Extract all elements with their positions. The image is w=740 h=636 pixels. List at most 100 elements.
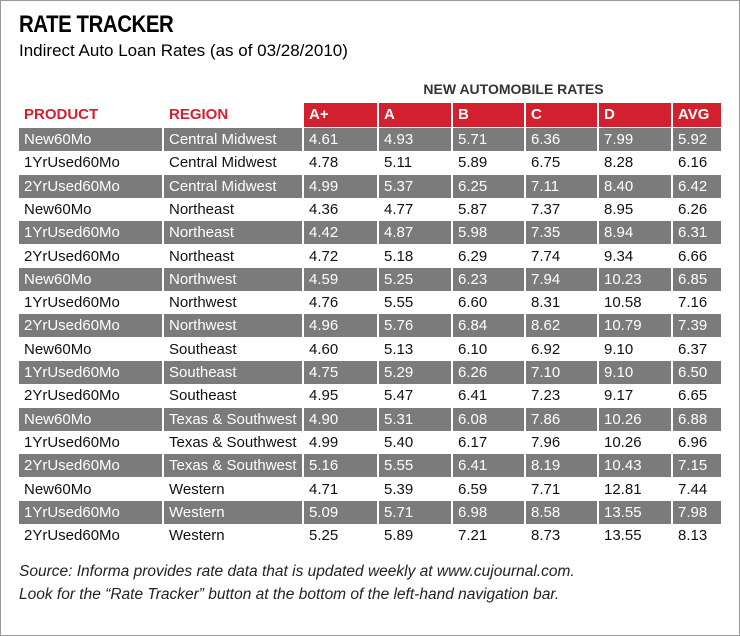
table-cell: 7.96 xyxy=(526,430,597,454)
table-cell: 6.96 xyxy=(673,430,721,454)
table-cell: 8.28 xyxy=(599,151,671,175)
table-cell: Central Midwest xyxy=(164,128,302,151)
table-cell: 6.25 xyxy=(453,174,524,198)
table-cell: 5.71 xyxy=(379,500,451,524)
table-cell: 8.94 xyxy=(599,221,671,245)
table-cell: 6.41 xyxy=(453,454,524,478)
table-cell: 5.39 xyxy=(379,477,451,501)
table-cell: 6.10 xyxy=(453,337,524,361)
table-cell: 5.76 xyxy=(379,314,451,338)
table-cell: 10.26 xyxy=(599,430,671,454)
table-cell: 6.31 xyxy=(673,221,721,245)
table-cell: 10.23 xyxy=(599,267,671,291)
table-cell: 4.90 xyxy=(304,407,377,431)
table-cell: 7.94 xyxy=(526,267,597,291)
table-cell: 6.17 xyxy=(453,430,524,454)
table-cell: 7.39 xyxy=(673,314,721,338)
table-cell: 9.10 xyxy=(599,361,671,384)
table-cell: Northeast xyxy=(164,244,302,268)
table-cell: 6.88 xyxy=(673,407,721,431)
table-cell: 6.16 xyxy=(673,151,721,175)
table-cell: 4.93 xyxy=(379,128,451,151)
table-cell: Western xyxy=(164,500,302,524)
table-cell: New60Mo xyxy=(19,407,162,431)
table-cell: 8.95 xyxy=(599,197,671,221)
table-cell: 13.55 xyxy=(599,500,671,524)
table-cell: 7.74 xyxy=(526,244,597,268)
table-cell: 6.29 xyxy=(453,244,524,268)
footer-line: Look for the “Rate Tracker” button at th… xyxy=(19,586,560,603)
table-cell: 8.40 xyxy=(599,174,671,198)
table-cell: 1YrUsed60Mo xyxy=(19,151,162,175)
table-cell: New60Mo xyxy=(19,128,162,151)
table-cell: 6.36 xyxy=(526,128,597,151)
table-cell: 6.92 xyxy=(526,337,597,361)
table-cell: New60Mo xyxy=(19,197,162,221)
column-header: AVG xyxy=(673,103,721,127)
table-cell: 9.34 xyxy=(599,244,671,268)
table-cell: 5.16 xyxy=(304,454,377,478)
subtitle: Indirect Auto Loan Rates (as of 03/28/20… xyxy=(19,41,348,60)
table-cell: Southeast xyxy=(164,337,302,361)
table-cell: 13.55 xyxy=(599,524,671,548)
table-cell: 7.86 xyxy=(526,407,597,431)
table-cell: 6.26 xyxy=(453,361,524,384)
column-header: A+ xyxy=(304,103,377,127)
table-cell: 8.19 xyxy=(526,454,597,478)
table-cell: 8.62 xyxy=(526,314,597,338)
table-cell: 6.50 xyxy=(673,361,721,384)
table-cell: 4.99 xyxy=(304,430,377,454)
table-cell: 6.84 xyxy=(453,314,524,338)
table-cell: Southeast xyxy=(164,361,302,384)
table-cell: 4.75 xyxy=(304,361,377,384)
table-cell: 4.71 xyxy=(304,477,377,501)
table-cell: 4.72 xyxy=(304,244,377,268)
table-cell: 6.08 xyxy=(453,407,524,431)
table-cell: 4.95 xyxy=(304,384,377,408)
table-cell: 5.25 xyxy=(379,267,451,291)
table-cell: 7.10 xyxy=(526,361,597,384)
table-cell: 8.58 xyxy=(526,500,597,524)
table-cell: 6.37 xyxy=(673,337,721,361)
table-cell: 4.36 xyxy=(304,197,377,221)
table-cell: Northeast xyxy=(164,197,302,221)
table-cell: 8.73 xyxy=(526,524,597,548)
table-cell: 2YrUsed60Mo xyxy=(19,454,162,478)
table-cell: 1YrUsed60Mo xyxy=(19,500,162,524)
column-header: A xyxy=(379,103,451,127)
table-cell: 6.60 xyxy=(453,291,524,315)
table-cell: 7.71 xyxy=(526,477,597,501)
footer-line: Source: Informa provides rate data that … xyxy=(19,563,575,580)
table-cell: 1YrUsed60Mo xyxy=(19,361,162,384)
table-cell: 5.29 xyxy=(379,361,451,384)
table-cell: 4.78 xyxy=(304,151,377,175)
table-cell: 6.41 xyxy=(453,384,524,408)
table-cell: 6.66 xyxy=(673,244,721,268)
table-cell: New60Mo xyxy=(19,267,162,291)
column-header: C xyxy=(526,103,597,127)
table-cell: 5.71 xyxy=(453,128,524,151)
table-cell: 5.18 xyxy=(379,244,451,268)
table-cell: 7.15 xyxy=(673,454,721,478)
table-cell: 5.13 xyxy=(379,337,451,361)
group-header: NEW AUTOMOBILE RATES xyxy=(423,81,604,97)
table-cell: 4.60 xyxy=(304,337,377,361)
table-cell: 8.31 xyxy=(526,291,597,315)
table-cell: 10.79 xyxy=(599,314,671,338)
table-cell: 5.09 xyxy=(304,500,377,524)
table-cell: 6.23 xyxy=(453,267,524,291)
table-cell: 7.99 xyxy=(599,128,671,151)
table-cell: New60Mo xyxy=(19,477,162,501)
table-cell: 2YrUsed60Mo xyxy=(19,314,162,338)
table-cell: New60Mo xyxy=(19,337,162,361)
table-cell: Northwest xyxy=(164,314,302,338)
table-cell: 7.23 xyxy=(526,384,597,408)
table-cell: Texas & Southwest xyxy=(164,407,302,431)
table-cell: 4.76 xyxy=(304,291,377,315)
table-cell: 1YrUsed60Mo xyxy=(19,430,162,454)
table-cell: 5.40 xyxy=(379,430,451,454)
table-cell: 5.37 xyxy=(379,174,451,198)
table-cell: 4.96 xyxy=(304,314,377,338)
table-cell: 5.87 xyxy=(453,197,524,221)
table-cell: 10.58 xyxy=(599,291,671,315)
